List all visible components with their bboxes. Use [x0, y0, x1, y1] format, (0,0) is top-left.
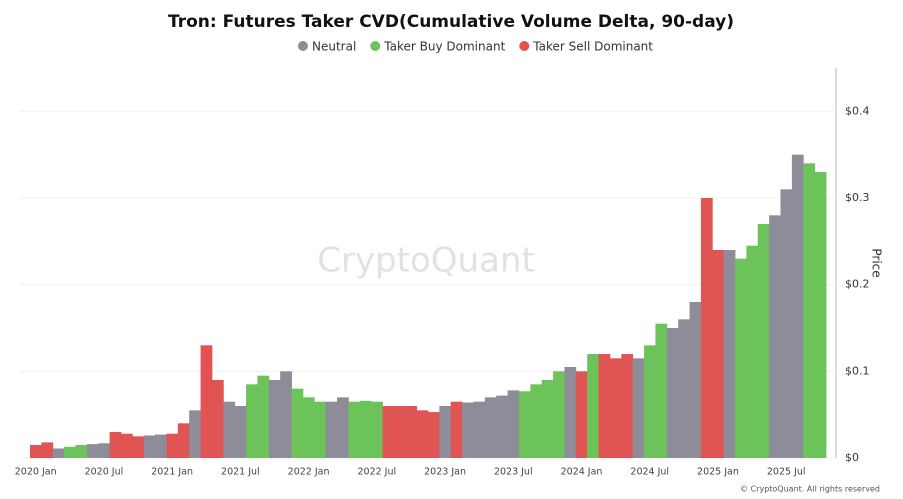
- bar: [120, 433, 133, 458]
- x-tick-label: 2022 Jan: [288, 467, 330, 478]
- bar: [462, 402, 474, 458]
- x-tick-label: 2020 Jul: [85, 467, 124, 478]
- bar: [712, 250, 725, 458]
- bar: [428, 412, 440, 458]
- bar: [155, 434, 167, 458]
- y-tick-label: $0.2: [845, 278, 870, 291]
- bar: [735, 258, 747, 458]
- x-tick-label: 2025 Jul: [767, 467, 806, 478]
- bar: [280, 371, 292, 458]
- bar: [450, 401, 463, 458]
- bar: [666, 328, 679, 458]
- x-tick-label: 2021 Jan: [151, 467, 193, 478]
- bar: [655, 323, 668, 458]
- y-tick-label: $0.3: [845, 191, 870, 204]
- bar: [30, 445, 42, 458]
- bar: [98, 443, 110, 458]
- bar: [632, 358, 645, 458]
- y-tick-label: $0: [845, 451, 859, 464]
- bar: [700, 198, 713, 458]
- bar: [689, 302, 702, 458]
- bar: [575, 371, 588, 458]
- x-tick-label: 2022 Jul: [357, 467, 396, 478]
- x-tick-label: 2020 Jan: [15, 467, 57, 478]
- bar: [416, 410, 429, 458]
- bar: [166, 433, 179, 458]
- bar: [257, 375, 270, 458]
- bar: [746, 245, 759, 458]
- bar: [393, 406, 406, 458]
- bar: [530, 384, 543, 458]
- legend-label: Neutral: [312, 40, 356, 54]
- watermark: CryptoQuant: [317, 241, 535, 281]
- bar: [109, 432, 122, 458]
- bar: [678, 319, 690, 458]
- bar: [337, 397, 349, 458]
- y-tick-label: $0.1: [845, 364, 870, 377]
- x-tick-label: 2023 Jan: [424, 467, 466, 478]
- bar: [371, 401, 383, 458]
- bar: [791, 154, 804, 458]
- legend-marker: [298, 41, 308, 51]
- bar: [473, 401, 486, 458]
- chart-title: Tron: Futures Taker CVD(Cumulative Volum…: [168, 12, 734, 32]
- bar: [223, 401, 236, 458]
- bar: [405, 406, 418, 458]
- x-tick-label: 2021 Jul: [221, 467, 260, 478]
- bar: [518, 391, 531, 458]
- bar: [564, 367, 577, 458]
- bar: [64, 446, 76, 458]
- bar: [246, 384, 258, 458]
- y-tick-label: $0.4: [845, 104, 870, 117]
- bar: [268, 380, 281, 458]
- y-axis-label: Price: [870, 248, 884, 277]
- bar: [75, 445, 88, 458]
- bar: [211, 380, 224, 458]
- bar: [234, 406, 247, 458]
- bar: [291, 388, 304, 458]
- x-tick-label: 2024 Jul: [630, 467, 669, 478]
- bar: [757, 224, 770, 458]
- x-tick-label: 2023 Jul: [494, 467, 533, 478]
- bar: [348, 401, 361, 458]
- bar: [814, 172, 827, 458]
- bar: [553, 371, 565, 458]
- bar: [359, 400, 372, 458]
- bar: [723, 250, 736, 458]
- bar: [177, 423, 190, 458]
- bar: [86, 444, 99, 458]
- legend-marker: [370, 41, 381, 51]
- bar: [382, 406, 395, 458]
- bar: [803, 163, 816, 459]
- bar: [598, 354, 611, 458]
- bar: [609, 358, 622, 458]
- bar: [52, 448, 65, 458]
- bar: [439, 406, 452, 458]
- legend-marker: [519, 41, 530, 51]
- bar: [484, 397, 497, 458]
- legend-label: Taker Sell Dominant: [532, 40, 653, 54]
- bar: [587, 354, 599, 458]
- bar: [132, 436, 145, 458]
- bar: [644, 345, 656, 458]
- bar: [189, 410, 201, 458]
- bar: [325, 401, 338, 458]
- bar: [507, 390, 520, 458]
- x-tick-label: 2025 Jan: [697, 467, 739, 478]
- bar: [200, 345, 213, 458]
- footer: © CryptoQuant. All rights reserved: [740, 485, 880, 494]
- bar: [780, 189, 793, 459]
- x-tick-label: 2024 Jan: [561, 467, 603, 478]
- bar: [621, 354, 634, 458]
- bar: [496, 395, 508, 458]
- bar: [769, 215, 781, 458]
- bar: [41, 442, 54, 458]
- bar: [314, 401, 327, 458]
- legend-label: Taker Buy Dominant: [383, 40, 505, 54]
- bar: [143, 435, 156, 458]
- bar: [302, 397, 315, 458]
- bar: [541, 380, 554, 458]
